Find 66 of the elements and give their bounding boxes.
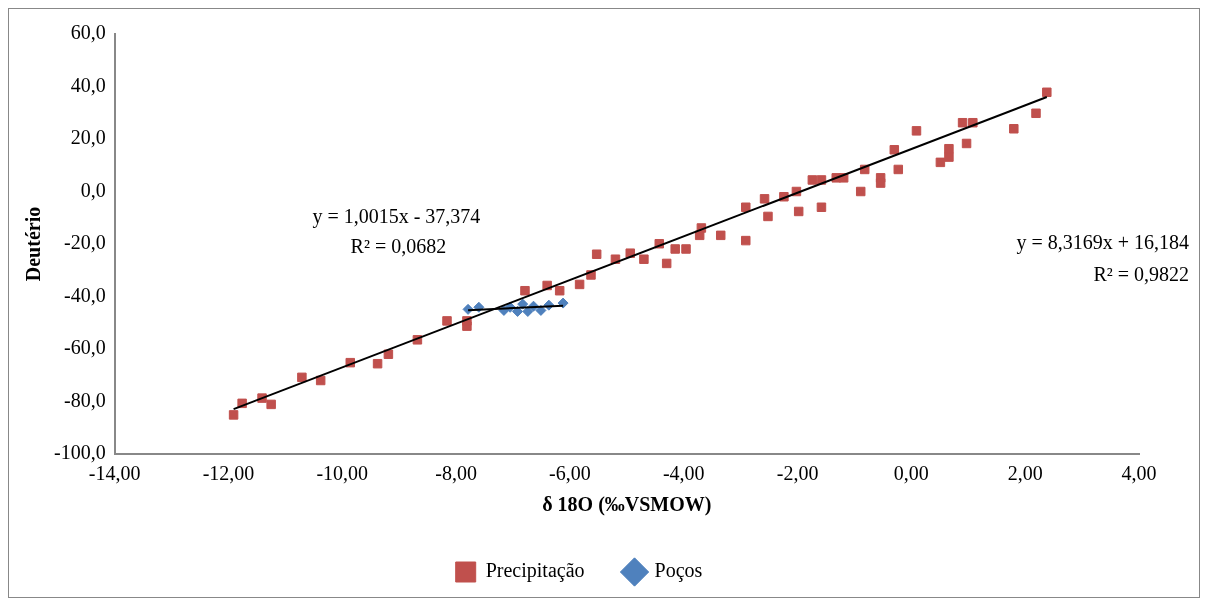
point <box>816 202 827 212</box>
point <box>554 285 565 296</box>
point <box>520 285 530 296</box>
annotation: y = 8,3169x + 16,184 <box>1016 231 1189 255</box>
point <box>670 244 680 254</box>
point <box>759 194 770 204</box>
y-tick-label: 20,0 <box>70 126 106 149</box>
point <box>522 305 534 317</box>
y-tick-label: -20,0 <box>63 231 106 254</box>
x-tick-label: -10,00 <box>316 462 369 485</box>
point <box>661 258 672 269</box>
point <box>893 164 904 175</box>
point <box>741 202 751 212</box>
x-tick-label: 2,00 <box>1007 462 1043 485</box>
point <box>297 372 307 383</box>
point <box>1042 87 1052 98</box>
x-axis-title: δ 18O (‰VSMOW) <box>542 493 712 517</box>
x-tick-label: 4,00 <box>1121 462 1157 485</box>
y-tick-label: -40,0 <box>63 283 106 306</box>
point <box>807 175 818 185</box>
point <box>574 279 585 290</box>
y-tick-label: -80,0 <box>63 388 106 411</box>
legend-label: Precipitação <box>485 559 585 583</box>
point <box>228 410 239 420</box>
point <box>383 349 394 359</box>
annotation: R² = 0,9822 <box>1093 262 1189 285</box>
y-axis-title: Deutério <box>22 206 45 282</box>
point <box>961 138 972 149</box>
point <box>763 211 773 222</box>
point <box>639 254 649 264</box>
point <box>911 126 922 136</box>
point <box>875 178 886 188</box>
point <box>372 358 383 369</box>
point <box>266 399 276 410</box>
y-tick-label: -60,0 <box>63 336 106 359</box>
x-tick-label: -4,00 <box>662 462 705 485</box>
point <box>1009 124 1019 134</box>
point <box>957 117 968 128</box>
point <box>855 186 866 197</box>
x-tick-label: 0,00 <box>893 462 929 485</box>
y-tick-label: 0,0 <box>80 178 106 201</box>
point <box>517 298 529 310</box>
x-tick-label: -8,00 <box>435 462 477 485</box>
point <box>1031 108 1041 119</box>
point <box>591 249 602 259</box>
y-tick-label: 40,0 <box>70 73 106 96</box>
annotation: y = 1,0015x - 37,374 <box>312 204 481 228</box>
point <box>793 206 804 217</box>
y-tick-label: -100,0 <box>53 441 106 464</box>
point <box>935 157 946 168</box>
point <box>557 297 569 309</box>
point <box>715 230 726 241</box>
x-tick-label: -2,00 <box>776 462 819 485</box>
point <box>944 152 954 162</box>
point <box>315 375 326 386</box>
y-tick-label: 60,0 <box>70 21 106 44</box>
point <box>681 244 691 254</box>
x-tick-label: -12,00 <box>202 462 255 485</box>
point <box>442 316 452 326</box>
x-tick-label: -14,00 <box>88 462 141 485</box>
annotation: R² = 0,0682 <box>350 235 447 258</box>
legend-label: Poços <box>654 559 703 583</box>
point <box>944 143 954 154</box>
x-tick-label: -6,00 <box>549 462 591 485</box>
point <box>741 235 751 246</box>
point <box>889 145 900 155</box>
